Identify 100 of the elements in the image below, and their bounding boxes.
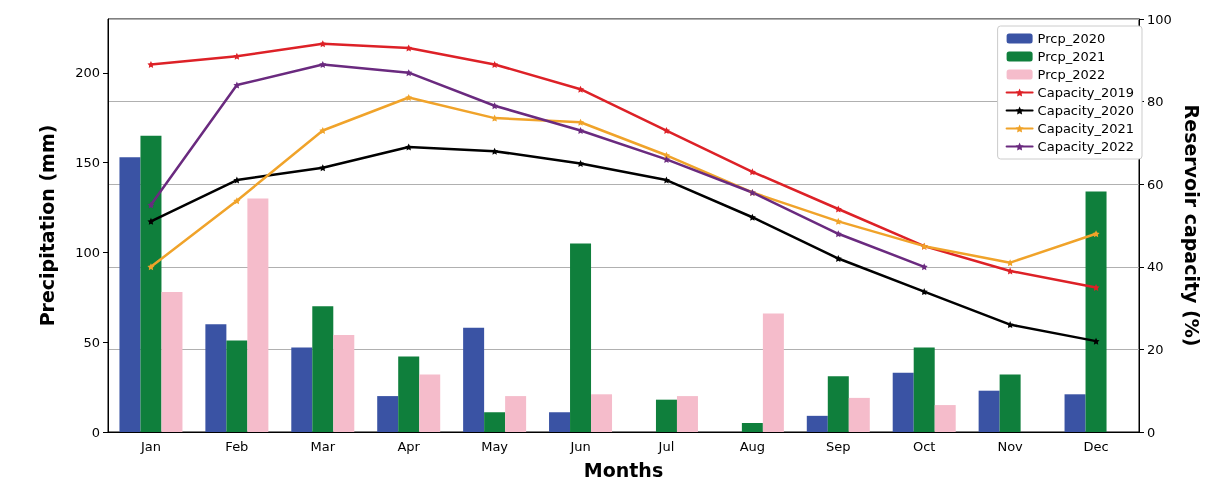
point (834, 255, 842, 263)
bar (312, 306, 334, 432)
point (233, 197, 241, 205)
y2-axis-title: Reservoir capacity (%) (1181, 104, 1204, 347)
bar (655, 399, 677, 432)
y-tick-label: 200 (75, 65, 100, 81)
point (1092, 283, 1100, 291)
point (577, 160, 585, 168)
legend-label: Prcp_2022 (1037, 67, 1106, 82)
y-tick-label: 100 (75, 244, 100, 260)
x-tick-label: Nov (997, 439, 1024, 454)
bar (591, 394, 613, 432)
bar (333, 335, 355, 432)
point (405, 69, 413, 77)
legend-label: Prcp_2021 (1037, 49, 1106, 64)
x-tick-label: Dec (1083, 439, 1109, 454)
point (147, 60, 155, 68)
y2-tick-label: 80 (1147, 94, 1164, 110)
bar (1064, 394, 1086, 432)
y-tick-label: 50 (83, 334, 100, 350)
x-tick-label: Sep (826, 439, 851, 454)
point (147, 263, 155, 271)
point (233, 176, 241, 184)
bar (377, 396, 399, 432)
bar (934, 405, 956, 432)
bar (140, 135, 162, 432)
bar (291, 347, 313, 432)
point (319, 40, 327, 48)
point (748, 213, 756, 221)
bar (892, 372, 914, 432)
point (491, 60, 499, 68)
x-tick-label: May (481, 439, 509, 454)
bar (226, 340, 248, 432)
point (1092, 230, 1100, 238)
point (405, 44, 413, 52)
bar (505, 396, 527, 432)
x-axis-title: Months (583, 458, 664, 481)
legend-label: Capacity_2021 (1037, 121, 1135, 136)
y-tick-label: 0 (91, 424, 100, 440)
point (1092, 337, 1100, 345)
bar (978, 390, 1000, 432)
point (577, 85, 585, 93)
x-tick-label: Apr (397, 439, 421, 454)
point (405, 93, 413, 101)
point (920, 288, 928, 296)
bar (119, 157, 141, 432)
x-tick-label: Aug (739, 439, 766, 454)
bar (806, 415, 828, 432)
x-tick-label: Oct (912, 439, 936, 454)
point (147, 201, 155, 209)
bar (913, 347, 935, 432)
x-tick-label: Mar (310, 439, 336, 454)
x-tick-label: Feb (225, 439, 249, 454)
point (1006, 321, 1014, 329)
y2-tick-label: 100 (1147, 11, 1172, 27)
bar (570, 243, 592, 432)
bar (205, 324, 227, 432)
bar (463, 327, 485, 432)
legend-label: Prcp_2020 (1037, 31, 1106, 46)
point (147, 217, 155, 225)
bar (419, 374, 441, 432)
bar (827, 376, 849, 432)
point (319, 127, 327, 135)
point (491, 102, 499, 110)
legend-label: Capacity_2022 (1037, 139, 1135, 154)
point (491, 147, 499, 155)
bar (762, 313, 784, 432)
y2-tick-label: 20 (1147, 341, 1164, 357)
y2-tick-label: 60 (1147, 176, 1164, 192)
bar (999, 374, 1021, 432)
bar (247, 198, 269, 432)
y2-tick-label: 0 (1147, 424, 1156, 440)
legend-label: Capacity_2020 (1037, 103, 1135, 118)
legend-label: Capacity_2019 (1037, 85, 1135, 100)
point (834, 217, 842, 225)
point (748, 168, 756, 176)
point (577, 118, 585, 126)
bar (398, 356, 420, 432)
point (834, 230, 842, 238)
bar (549, 412, 571, 432)
y-tick-label: 150 (75, 155, 100, 171)
point (233, 81, 241, 89)
x-tick-label: Jan (139, 439, 161, 454)
point (577, 127, 585, 135)
bar (676, 396, 698, 432)
x-tick-label: Jul (657, 439, 675, 454)
point (662, 155, 670, 163)
point (662, 127, 670, 135)
y-axis-title: Precipitation (mm) (35, 124, 58, 327)
bar (1085, 191, 1107, 432)
bar (848, 397, 870, 432)
point (920, 263, 928, 271)
point (319, 60, 327, 68)
point (1006, 267, 1014, 275)
y2-tick-label: 40 (1147, 259, 1164, 275)
bar (484, 412, 506, 432)
bar (161, 291, 183, 432)
bar (741, 423, 763, 432)
x-tick-label: Jun (569, 439, 591, 454)
point (834, 205, 842, 213)
